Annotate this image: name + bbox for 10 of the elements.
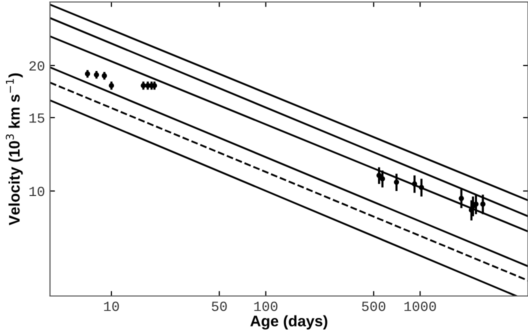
x-axis-title: Age (days) [250,315,328,330]
y-axis-title: Velocity (10$^{3}$ km s$^{−1}$) [6,73,23,226]
x-tick-label: 500 [362,302,386,312]
y-tick-label: 20 [29,61,44,71]
x-tick-label: 1000 [404,302,436,312]
x-tick-label: 100 [254,302,278,312]
x-tick-label: 10 [104,302,119,312]
y-tick-label: 15 [29,113,44,123]
y-tick-label: 10 [29,186,44,196]
x-tick-label: 50 [212,302,227,312]
